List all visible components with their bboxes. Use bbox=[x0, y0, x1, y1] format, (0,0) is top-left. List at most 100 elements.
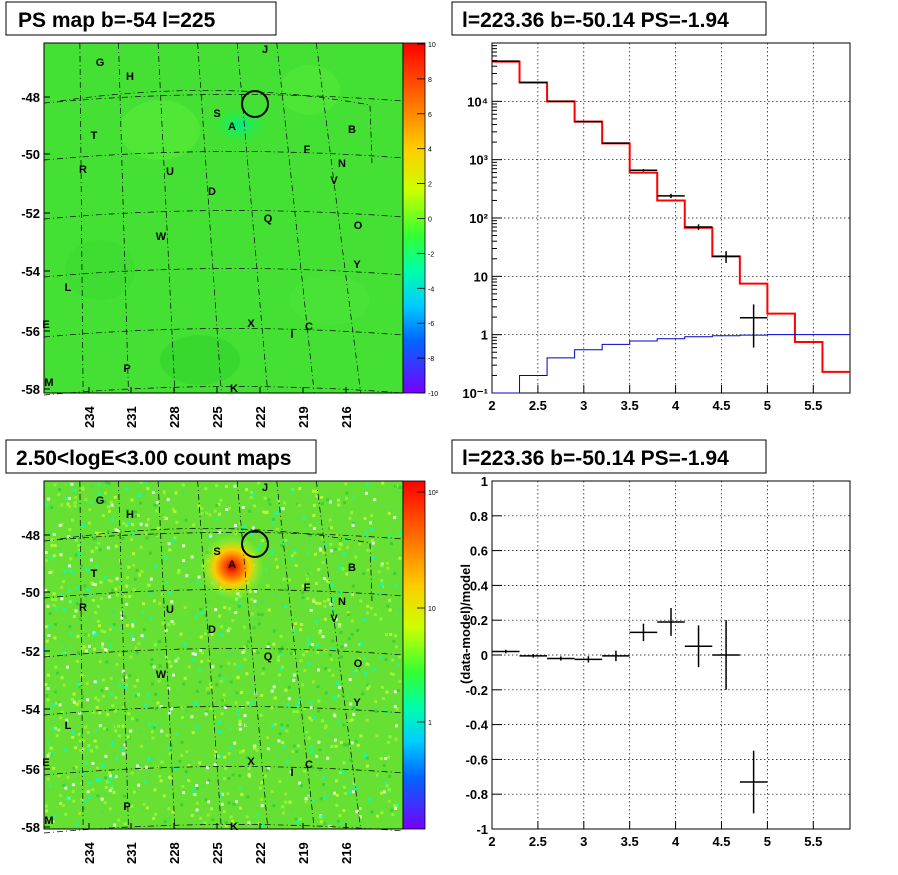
source-label-N: N bbox=[338, 158, 346, 170]
spectrum-y-tick-label: 1 bbox=[481, 328, 488, 343]
colorbar-tick-label: 2 bbox=[428, 182, 432, 189]
count-map-target-circle bbox=[241, 530, 269, 558]
source-label-U: U bbox=[166, 166, 174, 178]
residual-y-tick-label: 1 bbox=[481, 474, 488, 489]
lon-tick-label: 216 bbox=[339, 842, 354, 864]
lon-tick-label: 219 bbox=[296, 406, 311, 428]
ps-map-title-box bbox=[5, 1, 277, 36]
colorbar-tick-label: -10 bbox=[428, 391, 438, 398]
source-label-C: C bbox=[305, 321, 313, 333]
source-label-V: V bbox=[330, 175, 338, 187]
residual-x-tick-label: 3.5 bbox=[621, 834, 639, 849]
source-label-F: F bbox=[304, 144, 311, 156]
lat-tick-label: -48 bbox=[21, 528, 40, 543]
source-label-Q: Q bbox=[264, 213, 273, 225]
source-label-D: D bbox=[208, 186, 216, 198]
colorbar-tick-label: 6 bbox=[428, 112, 432, 119]
source-label-Y: Y bbox=[353, 697, 361, 709]
source-label-B: B bbox=[348, 124, 356, 136]
spectrum-x-tick-label: 2.5 bbox=[529, 398, 547, 413]
source-label-O: O bbox=[354, 658, 363, 670]
source-label-I: I bbox=[290, 767, 293, 779]
lat-tick-label: -48 bbox=[21, 90, 40, 105]
source-label-I: I bbox=[290, 329, 293, 341]
spectrum-series-1 bbox=[492, 334, 850, 394]
lat-tick-label: -56 bbox=[21, 324, 40, 339]
spectrum-x-tick-label: 3 bbox=[580, 398, 587, 413]
source-label-H: H bbox=[126, 71, 134, 83]
colorbar-tick-label: -6 bbox=[428, 321, 434, 328]
source-label-W: W bbox=[156, 669, 167, 681]
residual-panel: l=223.36 b=-50.14 PS=-1.94 2 2.5 3 3.5 4 4.5 5… bbox=[451, 439, 851, 849]
source-label-T: T bbox=[91, 568, 98, 580]
lon-tick-label: 219 bbox=[296, 842, 311, 864]
source-label-A: A bbox=[228, 121, 236, 133]
lon-tick-label: 228 bbox=[167, 406, 182, 428]
source-label-K: K bbox=[230, 821, 238, 833]
spectrum-x-tick-label: 5.5 bbox=[804, 398, 822, 413]
source-label-X: X bbox=[247, 756, 255, 768]
spectrum-x-tick-label: 4.5 bbox=[712, 398, 730, 413]
spectrum-title-box bbox=[451, 1, 767, 36]
source-label-L: L bbox=[65, 720, 72, 732]
lat-tick-label: -52 bbox=[21, 644, 40, 659]
residual-y-tick-label: -0.4 bbox=[466, 718, 489, 733]
residual-y-tick-label: -1 bbox=[476, 822, 488, 837]
colorbar-tick-label: 8 bbox=[428, 77, 432, 84]
source-label-P: P bbox=[123, 801, 130, 813]
source-label-Q: Q bbox=[264, 651, 273, 663]
lat-tick-label: -50 bbox=[21, 585, 40, 600]
residual-y-tick-label: 0 bbox=[481, 648, 488, 663]
residual-y-axis-label: (data-model)/model bbox=[458, 564, 473, 684]
lon-tick-label: 225 bbox=[210, 842, 225, 864]
residual-y-tick-label: 0.2 bbox=[470, 613, 488, 628]
ps-map-target-circle bbox=[241, 90, 269, 118]
source-label-M: M bbox=[44, 815, 53, 827]
residual-title-box bbox=[451, 439, 767, 474]
lat-tick-label: -58 bbox=[21, 820, 40, 835]
colorbar-tick-label: 10 bbox=[428, 606, 436, 613]
lon-tick-label: 231 bbox=[124, 842, 139, 864]
source-label-A: A bbox=[228, 559, 236, 571]
colorbar-tick-label: -8 bbox=[428, 356, 434, 363]
source-label-H: H bbox=[126, 509, 134, 521]
spectrum-chart: 2 2.5 3 3.5 4 4.5 5 5.5 10⁻¹ 1 10 10² 10³ 10⁴ bbox=[462, 43, 850, 413]
source-label-B: B bbox=[348, 562, 356, 574]
source-label-S: S bbox=[213, 108, 220, 120]
colorbar-tick-label: 4 bbox=[428, 147, 432, 154]
source-label-J: J bbox=[262, 482, 268, 494]
lat-tick-label: -54 bbox=[21, 264, 41, 279]
residual-y-tick-label: -0.2 bbox=[466, 683, 488, 698]
source-label-P: P bbox=[123, 363, 130, 375]
source-label-R: R bbox=[79, 602, 87, 614]
colorbar-tick-label: 10 bbox=[428, 42, 436, 49]
source-label-W: W bbox=[156, 231, 167, 243]
source-label-Y: Y bbox=[353, 259, 361, 271]
ps-map-area bbox=[44, 43, 403, 393]
source-label-T: T bbox=[91, 130, 98, 142]
colorbar-tick-label: -2 bbox=[428, 251, 434, 258]
colorbar-tick-label: 10² bbox=[428, 490, 439, 497]
lon-tick-label: 234 bbox=[82, 406, 97, 428]
ps-map-coordinate-grid bbox=[43, 42, 404, 396]
count-map-axes: -48 -50 -52 -54 -56 -58 234 231 228 225 222 219 216 bbox=[21, 528, 354, 864]
spectrum-y-tick-label: 10⁻¹ bbox=[462, 386, 488, 401]
source-label-L: L bbox=[65, 282, 72, 294]
count-map-panel: 2.50<logE<3.00 count maps G H J SA B T F N R U V D Q… bbox=[5, 439, 439, 864]
residual-chart: 2 2.5 3 3.5 4 4.5 5 5.5 -1 -0.8 -0.6 -0.4 -0.2 0 0.2 0.… bbox=[466, 474, 850, 849]
residual-x-tick-label: 5.5 bbox=[804, 834, 822, 849]
source-label-C: C bbox=[305, 759, 313, 771]
source-label-G: G bbox=[96, 57, 105, 69]
count-map-coordinate-grid bbox=[43, 480, 404, 834]
spectrum-x-tick-label: 3.5 bbox=[621, 398, 639, 413]
residual-y-tick-label: -0.6 bbox=[466, 752, 488, 767]
source-label-N: N bbox=[338, 596, 346, 608]
lon-tick-label: 222 bbox=[253, 842, 268, 864]
lat-tick-label: -50 bbox=[21, 147, 40, 162]
residual-y-tick-label: 0.4 bbox=[470, 578, 489, 593]
source-label-V: V bbox=[330, 613, 338, 625]
residual-x-tick-label: 2.5 bbox=[529, 834, 547, 849]
spectrum-panel: l=223.36 b=-50.14 PS=-1.94 2 2.5 3 3.5 4 4.5 5… bbox=[451, 1, 851, 413]
residual-y-tick-label: 0.6 bbox=[470, 544, 488, 559]
